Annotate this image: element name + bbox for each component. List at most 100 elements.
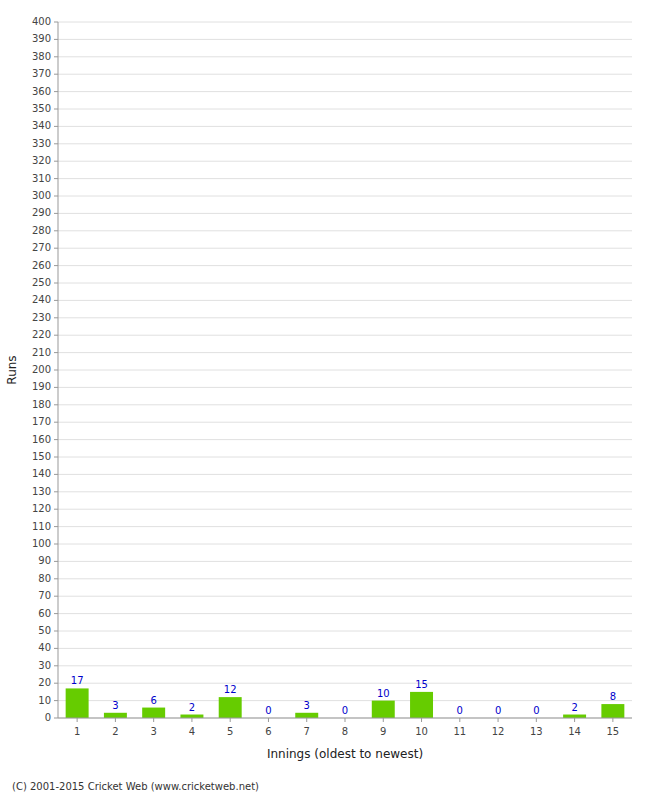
data-label: 12 [224, 684, 237, 695]
y-tick [54, 74, 58, 75]
data-label: 0 [533, 705, 539, 716]
grid-line [58, 248, 632, 249]
bar [180, 715, 203, 718]
bar [372, 701, 395, 718]
grid [58, 22, 632, 718]
y-tick-label: 130 [32, 486, 51, 497]
y-tick-label: 180 [32, 399, 51, 410]
x-tick-label: 2 [112, 726, 118, 737]
y-tick-label: 90 [38, 555, 51, 566]
data-label: 3 [304, 700, 310, 711]
grid-line [58, 56, 632, 57]
grid-line [58, 700, 632, 701]
bar [410, 692, 433, 718]
y-tick-label: 350 [32, 103, 51, 114]
grid-line [58, 370, 632, 371]
y-tick-label: 190 [32, 381, 51, 392]
x-tick-label: 7 [304, 726, 310, 737]
y-tick-label: 250 [32, 277, 51, 288]
grid-line [58, 300, 632, 301]
x-tick [459, 718, 460, 722]
y-tick-label: 360 [32, 86, 51, 97]
x-tick [345, 718, 346, 722]
bar [219, 697, 242, 718]
y-tick-label: 150 [32, 451, 51, 462]
y-tick-label: 240 [32, 294, 51, 305]
bars [66, 688, 625, 718]
y-tick [54, 300, 58, 301]
grid-line [58, 352, 632, 353]
chart-container: 0102030405060708090100110120130140150160… [0, 0, 650, 800]
y-tick [54, 283, 58, 284]
data-label: 17 [71, 675, 84, 686]
y-tick [54, 700, 58, 701]
y-tick [54, 596, 58, 597]
y-axis: 0102030405060708090100110120130140150160… [32, 16, 58, 723]
data-label: 8 [610, 691, 616, 702]
grid-line [58, 648, 632, 649]
grid-line [58, 39, 632, 40]
grid-line [58, 178, 632, 179]
grid-line [58, 126, 632, 127]
x-tick [153, 718, 154, 722]
grid-line [58, 491, 632, 492]
y-tick [54, 248, 58, 249]
bar [601, 704, 624, 718]
grid-line [58, 474, 632, 475]
x-tick [230, 718, 231, 722]
x-tick-label: 3 [150, 726, 156, 737]
x-tick-label: 14 [568, 726, 581, 737]
y-tick-label: 110 [32, 521, 51, 532]
grid-line [58, 335, 632, 336]
y-tick [54, 370, 58, 371]
y-tick-label: 100 [32, 538, 51, 549]
grid-line [58, 683, 632, 684]
footer-text: (C) 2001-2015 Cricket Web (www.cricketwe… [12, 781, 259, 792]
x-tick-label: 11 [453, 726, 466, 737]
y-tick [54, 22, 58, 23]
y-tick-label: 70 [38, 590, 51, 601]
grid-line [58, 230, 632, 231]
data-label: 0 [265, 705, 271, 716]
grid-line [58, 578, 632, 579]
y-tick [54, 109, 58, 110]
y-tick [54, 544, 58, 545]
x-tick [612, 718, 613, 722]
y-tick-label: 80 [38, 573, 51, 584]
chart-svg: 0102030405060708090100110120130140150160… [0, 0, 650, 800]
grid-line [58, 631, 632, 632]
y-tick-label: 160 [32, 434, 51, 445]
data-label: 10 [377, 688, 390, 699]
y-tick [54, 335, 58, 336]
grid-line [58, 283, 632, 284]
x-axis: 123456789101112131415 [74, 718, 619, 737]
data-label: 15 [415, 679, 428, 690]
x-tick [77, 718, 78, 722]
bar [66, 688, 89, 718]
y-tick-label: 340 [32, 120, 51, 131]
x-tick-label: 8 [342, 726, 348, 737]
x-tick-label: 5 [227, 726, 233, 737]
x-tick-label: 10 [415, 726, 428, 737]
y-tick [54, 265, 58, 266]
grid-line [58, 509, 632, 510]
y-axis-line [58, 22, 59, 718]
y-tick [54, 648, 58, 649]
y-tick-label: 330 [32, 138, 51, 149]
y-tick [54, 39, 58, 40]
grid-line [58, 404, 632, 405]
y-tick [54, 56, 58, 57]
grid-line [58, 109, 632, 110]
y-tick [54, 718, 58, 719]
data-label: 2 [189, 702, 195, 713]
y-tick [54, 352, 58, 353]
grid-line [58, 665, 632, 666]
x-tick [498, 718, 499, 722]
grid-line [58, 526, 632, 527]
y-tick-label: 270 [32, 242, 51, 253]
data-label: 2 [571, 702, 577, 713]
grid-line [58, 22, 632, 23]
x-tick [383, 718, 384, 722]
y-tick-label: 140 [32, 468, 51, 479]
y-tick [54, 387, 58, 388]
